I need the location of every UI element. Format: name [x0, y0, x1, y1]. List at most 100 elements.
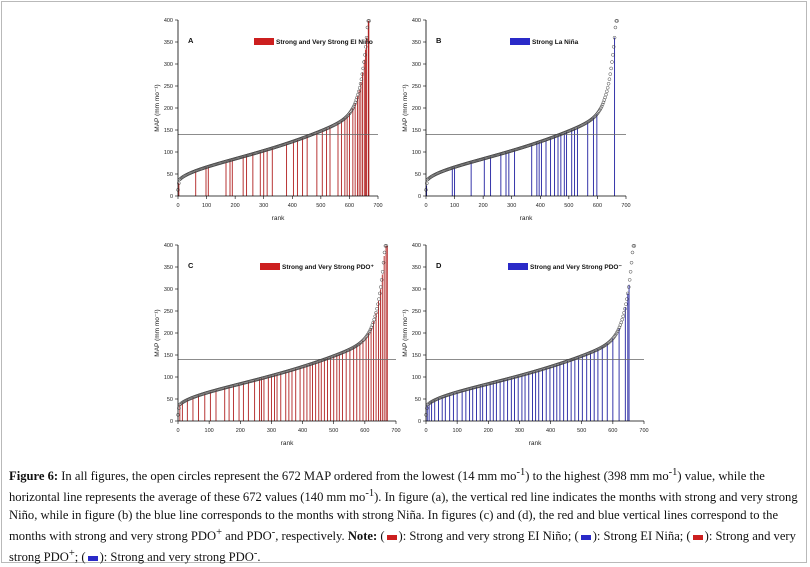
data-point — [628, 270, 633, 274]
y-tick-label: 300 — [164, 287, 173, 293]
data-point — [609, 338, 613, 343]
caption-text-6: , respectively. — [275, 529, 348, 544]
data-point — [362, 60, 366, 64]
caption-text-4: ). In figure (a), the vertical red line … — [9, 490, 798, 544]
caption-note-6: . — [257, 550, 261, 565]
y-tick-label: 200 — [412, 106, 421, 112]
data-point — [606, 81, 611, 86]
data-point — [608, 339, 612, 344]
data-point — [375, 306, 379, 311]
x-tick-label: 0 — [424, 428, 427, 434]
x-tick-label: 600 — [360, 428, 369, 434]
panel-c-chart: 0 50 100 150 200 250 300 350 400 0 100 200 300 400 500… — [154, 243, 401, 447]
data-point — [607, 340, 611, 344]
x-axis-label: rank — [272, 215, 285, 222]
x-tick-label: 600 — [593, 203, 602, 209]
data-point — [182, 174, 186, 179]
caption-sup-7: - — [253, 548, 258, 560]
data-point — [356, 92, 360, 97]
y-tick-label: 350 — [164, 40, 173, 46]
data-point — [586, 120, 590, 124]
legend-swatch — [510, 38, 530, 45]
data-point — [366, 331, 371, 335]
caption-note-4: ; ( — [74, 550, 86, 565]
caption-note-3: ): Strong and very strong PDO — [9, 529, 796, 565]
data-point — [345, 113, 350, 118]
data-point — [612, 35, 617, 40]
data-point — [599, 104, 604, 109]
x-axis-label: rank — [529, 440, 542, 447]
data-point — [615, 19, 619, 23]
data-point — [608, 72, 613, 76]
data-point — [619, 320, 624, 325]
data-point — [593, 114, 597, 119]
data-point — [361, 66, 365, 71]
y-tick-label: 0 — [170, 194, 173, 200]
y-tick-label: 50 — [415, 172, 421, 178]
data-point — [369, 325, 374, 330]
data-point — [610, 337, 614, 342]
y-tick-label: 250 — [412, 84, 421, 90]
panel-d-chart: 0 50 100 150 200 250 300 350 400 0 100 200 300 400 500… — [402, 243, 649, 447]
y-tick-label: 400 — [164, 18, 173, 24]
data-point — [373, 314, 377, 319]
legend-label: Strong and Very Strong PDO⁺ — [282, 264, 374, 271]
x-tick-label: 400 — [298, 428, 307, 434]
x-tick-label: 700 — [373, 203, 382, 209]
data-point — [364, 35, 369, 40]
y-axis-label: MAP (mm mo⁻¹) — [402, 84, 409, 131]
y-tick-label: 400 — [412, 243, 421, 249]
x-tick-label: 400 — [536, 203, 545, 209]
x-tick-label: 0 — [176, 428, 179, 434]
x-tick-label: 0 — [424, 203, 427, 209]
y-tick-label: 300 — [412, 287, 421, 293]
data-point — [603, 95, 607, 100]
data-point — [367, 329, 372, 334]
y-tick-label: 200 — [164, 106, 173, 112]
data-point — [346, 112, 351, 117]
caption-text-1: In all figures, the open circles represe… — [58, 469, 517, 484]
data-point — [631, 244, 636, 248]
data-point — [620, 317, 624, 322]
data-point — [357, 89, 361, 94]
data-point — [380, 270, 385, 274]
caption-text-3: ) value, while the horizontal line repre… — [9, 469, 765, 505]
y-tick-label: 0 — [418, 419, 421, 425]
data-point — [428, 175, 433, 180]
red-swatch-icon — [386, 534, 397, 540]
data-point — [359, 77, 364, 81]
data-point — [616, 327, 621, 332]
data-point — [177, 406, 181, 410]
data-point — [372, 317, 376, 322]
data-point — [358, 81, 363, 86]
caption-note-2: ): Strong EI Niña; ( — [592, 529, 691, 544]
caption-note-5: ): Strong and very strong PDO — [99, 550, 254, 565]
data-point — [352, 102, 357, 107]
y-tick-label: 200 — [164, 331, 173, 337]
legend-label: Strong and Very Strong PDO⁻ — [530, 264, 622, 271]
y-tick-label: 300 — [164, 62, 173, 68]
data-point — [594, 112, 599, 117]
data-point — [179, 401, 184, 405]
legend-label: Strong and Very Strong El Niño — [276, 39, 373, 46]
caption-sup-5: - — [271, 526, 276, 538]
data-point — [614, 331, 619, 335]
data-point — [357, 86, 362, 90]
x-tick-label: 200 — [236, 428, 245, 434]
data-point — [624, 302, 628, 306]
data-point — [626, 285, 631, 289]
caption-sup-2: -1 — [668, 467, 678, 478]
y-tick-label: 50 — [167, 397, 173, 403]
y-axis-label: MAP (mm mo⁻¹) — [154, 84, 161, 131]
data-point — [430, 174, 434, 179]
data-point — [351, 104, 356, 109]
x-tick-label: 700 — [391, 428, 400, 434]
panel-letter: D — [436, 261, 442, 270]
y-tick-label: 150 — [164, 353, 173, 359]
x-tick-label: 700 — [621, 203, 630, 209]
y-tick-label: 0 — [170, 419, 173, 425]
blue-swatch-icon — [580, 534, 591, 540]
data-point — [630, 250, 635, 255]
y-tick-label: 50 — [415, 397, 421, 403]
